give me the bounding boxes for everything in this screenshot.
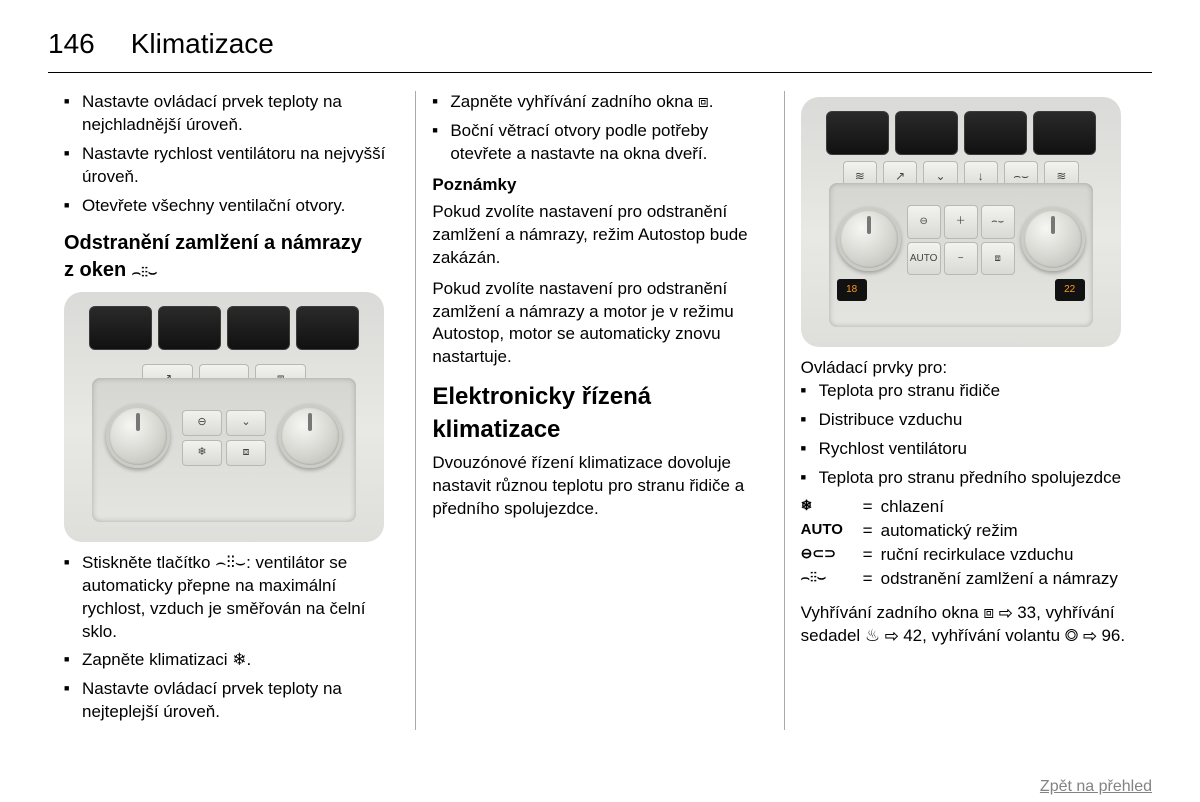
- passenger-temp-readout: 22: [1055, 279, 1085, 301]
- panel-button: ⌄: [226, 410, 266, 436]
- panel-button: −: [944, 242, 978, 276]
- snowflake-icon: ❄: [801, 496, 863, 515]
- demist-icon: ⌢⫶⫶⌣: [801, 568, 863, 587]
- col1-bottom-bullets: Stiskněte tlačítko ⌢⫶⫶⌣: ventilátor se a…: [64, 552, 399, 725]
- col1-top-bullets: Nastavte ovládací prvek teploty na nejch…: [64, 91, 399, 218]
- legend-row: ⊖⊂⊃ = ruční recirkulace vzduchu: [801, 544, 1136, 567]
- content-columns: Nastavte ovládací prvek teploty na nejch…: [48, 91, 1152, 730]
- note-paragraph: Pokud zvolíte nastavení pro odstranění z…: [432, 278, 767, 370]
- list-item: Zapněte klimatizaci ❄.: [64, 649, 399, 672]
- legend-desc: chlazení: [881, 496, 1136, 519]
- legend-desc: automatický režim: [881, 520, 1136, 543]
- list-item: Boční větrací otvory podle potřeby otevř…: [432, 120, 767, 166]
- col3-bullets: Teplota pro stranu řidiče Distribuce vzd…: [801, 380, 1136, 490]
- vent: [89, 306, 152, 350]
- list-item: Otevřete všechny ventilační otvory.: [64, 195, 399, 218]
- vent: [1033, 111, 1096, 155]
- list-item: Rychlost ventilátoru: [801, 438, 1136, 461]
- note-paragraph: Pokud zvolíte nastavení pro odstranění z…: [432, 201, 767, 270]
- legend-desc: odstranění zamlžení a námrazy: [881, 568, 1136, 591]
- driver-temp-dial: [837, 207, 901, 271]
- legend-row: ❄ = chlazení: [801, 496, 1136, 519]
- legend-equals: =: [863, 496, 881, 519]
- climate-panel-basic-illustration: ↗ ⌢⌣ ⧈ ⊖ ⌄ ❄ ⧈: [64, 292, 384, 542]
- subheading-demist: Odstranění zamlžení a námrazy z oken ⌢⫶⫶…: [64, 230, 399, 284]
- driver-temp-readout: 18: [837, 279, 867, 301]
- panel-vents: [826, 111, 1096, 155]
- legend-equals: =: [863, 568, 881, 591]
- column-1: Nastavte ovládací prvek teploty na nejch…: [48, 91, 415, 730]
- vent: [964, 111, 1027, 155]
- panel-button: ⌢⌣: [981, 205, 1015, 239]
- list-item: Zapněte vyhřívání zadního okna ⧈.: [432, 91, 767, 114]
- page-number: 146: [48, 28, 95, 60]
- panel-button: ⧈: [226, 440, 266, 466]
- legend-equals: =: [863, 544, 881, 567]
- panel-button: AUTO: [907, 242, 941, 276]
- temperature-dial: [106, 404, 170, 468]
- list-item: Teplota pro stranu řidiče: [801, 380, 1136, 403]
- demist-icon: ⌢⫶⫶⌣: [132, 263, 157, 282]
- page-header: 146 Klimatizace: [48, 28, 1152, 73]
- panel-button: ⊖: [182, 410, 222, 436]
- note-label: Poznámky: [432, 174, 767, 197]
- vent: [227, 306, 290, 350]
- vent: [158, 306, 221, 350]
- list-item: Nastavte ovládací prvek teploty na nejch…: [64, 91, 399, 137]
- passenger-temp-dial: [1021, 207, 1085, 271]
- legend-row: AUTO = automatický režim: [801, 520, 1136, 543]
- panel-button: ＋: [944, 205, 978, 239]
- vent: [895, 111, 958, 155]
- list-item: Nastavte rychlost ventilátoru na nejvyšš…: [64, 143, 399, 189]
- vent: [826, 111, 889, 155]
- section-heading-electronic-climate: Elektronicky řízená klimatizace: [432, 381, 767, 446]
- list-item: Stiskněte tlačítko ⌢⫶⫶⌣: ventilátor se a…: [64, 552, 399, 644]
- back-to-overview-link[interactable]: Zpět na přehled: [1040, 778, 1152, 796]
- column-2: Zapněte vyhřívání zadního okna ⧈. Boční …: [415, 91, 783, 730]
- tail-paragraph: Vyhřívání zadního okna ⧈ ⇨ 33, vyhřívání…: [801, 602, 1136, 648]
- symbol-legend: ❄ = chlazení AUTO = automatický režim ⊖⊂…: [801, 496, 1136, 591]
- list-item: Teplota pro stranu předního spolujezdce: [801, 467, 1136, 490]
- auto-label: AUTO: [801, 520, 863, 540]
- panel-mid-buttons: ⊖ ⌄ ❄ ⧈: [182, 410, 266, 466]
- controls-intro: Ovládací prvky pro:: [801, 357, 1136, 380]
- panel-button: ❄: [182, 440, 222, 466]
- legend-row: ⌢⫶⫶⌣ = odstranění zamlžení a námrazy: [801, 568, 1136, 591]
- col2-bullets: Zapněte vyhřívání zadního okna ⧈. Boční …: [432, 91, 767, 166]
- panel-vents: [89, 306, 359, 350]
- legend-desc: ruční recirkulace vzduchu: [881, 544, 1136, 567]
- climate-panel-dualzone-illustration: ≋ ↗ ⌄ ↓ ⌢⌣ ≋ ⊖ ＋ ⌢⌣ AUTO − ⧈ 18 22: [801, 97, 1121, 347]
- panel-button: ⧈: [981, 242, 1015, 276]
- vent: [296, 306, 359, 350]
- list-item: Nastavte ovládací prvek teploty na nejte…: [64, 678, 399, 724]
- panel-button: ⊖: [907, 205, 941, 239]
- section-intro: Dvouzónové řízení klimatizace dovoluje n…: [432, 452, 767, 521]
- column-3: ≋ ↗ ⌄ ↓ ⌢⌣ ≋ ⊖ ＋ ⌢⌣ AUTO − ⧈ 18 22 Ovlád…: [784, 91, 1152, 730]
- subheading-text: Odstranění zamlžení a námrazy z oken: [64, 232, 362, 281]
- fan-dial: [278, 404, 342, 468]
- recirculation-icon: ⊖⊂⊃: [801, 544, 863, 563]
- page-title: Klimatizace: [131, 28, 274, 60]
- list-item: Distribuce vzduchu: [801, 409, 1136, 432]
- legend-equals: =: [863, 520, 881, 543]
- panel-mid-buttons: ⊖ ＋ ⌢⌣ AUTO − ⧈: [907, 205, 1015, 275]
